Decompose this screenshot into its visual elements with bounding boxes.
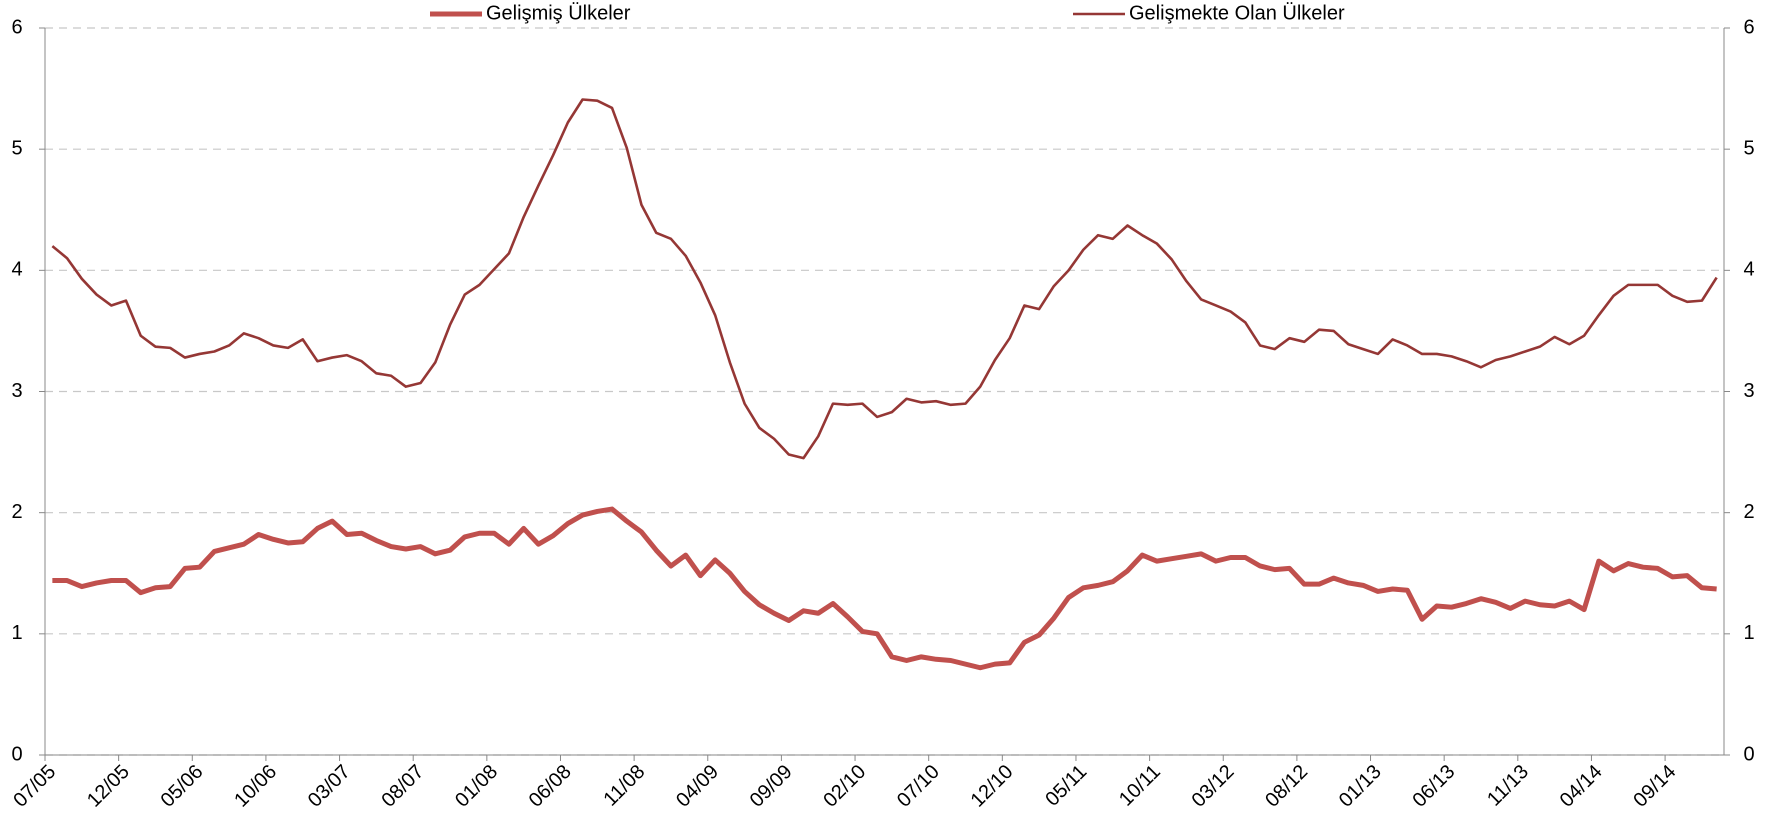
- line-series: [52, 506, 1717, 671]
- y-tick-label: 1: [11, 622, 22, 644]
- line-series: [51, 98, 1718, 460]
- legend-label: Gelişmiş Ülkeler: [486, 2, 631, 24]
- y-tick-label: 6: [11, 16, 22, 38]
- x-tick-label: 02/10: [819, 761, 870, 812]
- y-tick-label: 2: [11, 501, 22, 523]
- x-tick-label: 11/13: [1483, 761, 1533, 811]
- y2-tick-label: 2: [1743, 501, 1754, 523]
- x-tick-label: 08/07: [378, 761, 429, 812]
- x-tick-label: 05/06: [157, 761, 208, 812]
- x-tick-label: 10/06: [230, 761, 281, 812]
- x-tick-label: 11/08: [599, 761, 649, 811]
- y2-tick-label: 5: [1743, 137, 1754, 159]
- x-tick-label: 05/11: [1041, 761, 1091, 811]
- x-tick-label: 03/07: [304, 761, 355, 812]
- x-tick-label: 10/11: [1115, 761, 1165, 811]
- x-tick-label: 07/05: [9, 761, 60, 812]
- x-tick-label: 01/13: [1335, 761, 1386, 812]
- y-tick-label: 0: [11, 743, 22, 765]
- x-tick-label: 09/14: [1629, 761, 1680, 812]
- x-tick-label: 04/14: [1556, 761, 1607, 812]
- y-tick-label: 3: [11, 380, 22, 402]
- y2-tick-label: 3: [1743, 380, 1754, 402]
- x-tick-label: 09/09: [746, 761, 797, 812]
- y2-tick-label: 4: [1743, 259, 1754, 281]
- x-tick-label: 07/10: [893, 761, 944, 812]
- x-tick-label: 04/09: [672, 761, 723, 812]
- x-tick-label: 08/12: [1261, 761, 1312, 812]
- x-tick-label: 06/08: [525, 761, 576, 812]
- x-tick-label: 12/05: [83, 761, 134, 812]
- y2-tick-label: 1: [1743, 622, 1754, 644]
- x-tick-label: 06/13: [1408, 761, 1459, 812]
- y-tick-label: 5: [11, 137, 22, 159]
- y2-tick-label: 0: [1743, 743, 1754, 765]
- x-tick-label: 12/10: [967, 761, 1018, 812]
- y2-tick-label: 6: [1743, 16, 1754, 38]
- x-tick-label: 01/08: [451, 761, 502, 812]
- x-tick-label: 03/12: [1188, 761, 1239, 812]
- legend-label: Gelişmekte Olan Ülkeler: [1129, 2, 1345, 24]
- y-tick-label: 4: [11, 259, 22, 281]
